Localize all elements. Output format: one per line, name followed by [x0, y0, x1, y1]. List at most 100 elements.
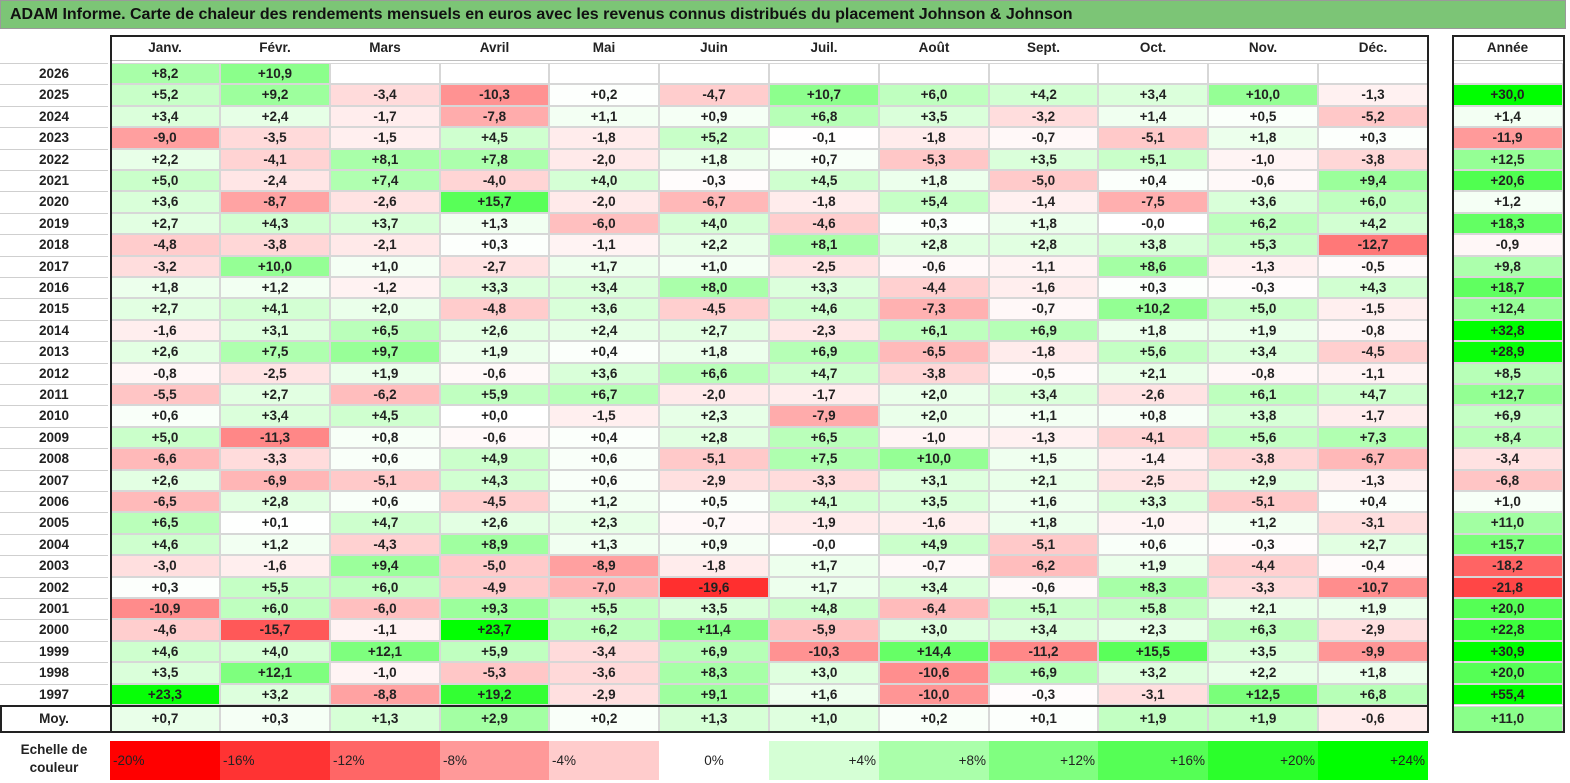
color-scale-step: -8% — [440, 741, 549, 780]
heatmap-cell: -3,2 — [110, 255, 220, 277]
heatmap-cell: -4,6 — [769, 212, 879, 235]
heatmap-cell: -2,5 — [769, 255, 879, 277]
heatmap-cell: +0,2 — [549, 84, 659, 106]
heatmap-cell: +8,0 — [659, 277, 769, 299]
heatmap-cell: -5,1 — [330, 469, 440, 491]
heatmap-cell: +23,7 — [440, 619, 549, 641]
month-header: Janv. — [110, 37, 220, 61]
average-cell: +0,1 — [989, 706, 1098, 732]
annual-cell: +28,9 — [1452, 341, 1563, 363]
heatmap-cell: +2,8 — [879, 234, 989, 256]
heatmap-cell: -3,1 — [1098, 683, 1208, 705]
heatmap-cell: +4,0 — [659, 212, 769, 235]
heatmap-cell: -0,6 — [1208, 170, 1318, 192]
heatmap-cell: +4,7 — [330, 512, 440, 534]
heatmap-cell: -0,3 — [1208, 533, 1318, 556]
heatmap-cell: +6,5 — [110, 512, 220, 534]
heatmap-cell: +1,2 — [549, 491, 659, 513]
heatmap-cell: +0,6 — [549, 448, 659, 470]
heatmap-cell: -7,9 — [769, 405, 879, 427]
heatmap-cell: -1,4 — [989, 191, 1098, 213]
heatmap-cell: +4,6 — [110, 533, 220, 556]
heatmap-cell: -0,7 — [879, 555, 989, 577]
average-cell: +0,2 — [549, 706, 659, 732]
color-scale-step: -12% — [330, 741, 440, 780]
heatmap-cell: +1,9 — [1098, 555, 1208, 577]
heatmap-cell: +9,3 — [440, 598, 549, 620]
heatmap-cell: -3,3 — [220, 448, 330, 470]
heatmap-cell: +2,6 — [110, 469, 220, 491]
heatmap-cell: -6,6 — [110, 448, 220, 470]
heatmap-cell: +2,8 — [659, 426, 769, 449]
heatmap-cell: -6,0 — [330, 598, 440, 620]
heatmap-cell: +1,8 — [1208, 127, 1318, 149]
heatmap-cell — [769, 63, 879, 85]
heatmap-cell: -1,6 — [110, 319, 220, 342]
heatmap-cell: -10,9 — [110, 598, 220, 620]
heatmap-cell: +1,4 — [1098, 105, 1208, 128]
heatmap-cell: +2,8 — [220, 491, 330, 513]
heatmap-cell: +8,9 — [440, 533, 549, 556]
heatmap-cell: -5,9 — [769, 619, 879, 641]
heatmap-cell: +6,9 — [989, 662, 1098, 684]
heatmap-cell: +3,3 — [440, 277, 549, 299]
heatmap-cell: -10,6 — [879, 662, 989, 684]
heatmap-cell: +1,6 — [769, 683, 879, 705]
year-label: 2005 — [0, 512, 108, 533]
heatmap-cell: +7,8 — [440, 148, 549, 170]
heatmap-cell: -3,3 — [1208, 576, 1318, 598]
heatmap-cell: -6,0 — [549, 212, 659, 235]
heatmap-cell: +5,6 — [1098, 341, 1208, 363]
year-label: 2003 — [0, 555, 108, 576]
heatmap-cell: -4,5 — [1318, 341, 1428, 363]
color-scale-label: Echelle de couleur — [20, 742, 88, 775]
heatmap-cell: +3,5 — [110, 662, 220, 684]
heatmap-cell: -1,0 — [879, 426, 989, 449]
heatmap-cell: +2,1 — [989, 469, 1098, 491]
year-label: 1997 — [0, 683, 108, 705]
heatmap-cell: +6,1 — [879, 319, 989, 342]
year-label: 2000 — [0, 619, 108, 640]
heatmap-cell: +1,2 — [220, 277, 330, 299]
year-label: 2014 — [0, 319, 108, 341]
heatmap-cell: +3,2 — [220, 683, 330, 705]
heatmap-cell: +6,8 — [769, 105, 879, 128]
heatmap-cell: -1,6 — [220, 555, 330, 577]
heatmap-cell: -1,8 — [549, 127, 659, 149]
heatmap-cell: +3,4 — [110, 105, 220, 128]
heatmap-cell: +3,6 — [1208, 191, 1318, 213]
heatmap-cell: +6,9 — [769, 341, 879, 363]
month-header: Déc. — [1318, 37, 1428, 61]
heatmap-cell: -5,1 — [989, 533, 1098, 556]
average-cell: +1,9 — [1098, 706, 1208, 732]
heatmap-cell: +3,5 — [1208, 640, 1318, 663]
heatmap-cell: -4,3 — [330, 533, 440, 556]
heatmap-cell: +2,6 — [440, 319, 549, 342]
heatmap-cell: -10,7 — [1318, 576, 1428, 598]
heatmap-cell: +5,1 — [1098, 148, 1208, 170]
heatmap-cell: +3,6 — [549, 362, 659, 384]
average-cell: -0,6 — [1318, 706, 1428, 732]
heatmap-cell: +2,0 — [879, 405, 989, 427]
heatmap-cell: +0,6 — [1098, 533, 1208, 556]
heatmap-cell: +4,5 — [440, 127, 549, 149]
heatmap-cell: +3,1 — [879, 469, 989, 491]
heatmap-cell: +6,1 — [1208, 384, 1318, 406]
heatmap-cell: +2,7 — [110, 298, 220, 320]
heatmap-cell: +12,1 — [330, 640, 440, 663]
heatmap-cell: -10,3 — [440, 84, 549, 106]
month-header: Oct. — [1098, 37, 1208, 61]
average-cell: +0,3 — [220, 706, 330, 732]
heatmap-cell: -1,3 — [989, 426, 1098, 449]
heatmap-cell: -15,7 — [220, 619, 330, 641]
heatmap-cell: +5,2 — [659, 127, 769, 149]
heatmap-cell — [659, 63, 769, 85]
heatmap-cell: +5,0 — [110, 170, 220, 192]
heatmap-cell: +3,8 — [1208, 405, 1318, 427]
heatmap-cell: +0,4 — [1098, 170, 1208, 192]
annual-cell: +8,5 — [1452, 362, 1563, 384]
heatmap-cell: +0,6 — [330, 491, 440, 513]
heatmap-cell: +5,9 — [440, 640, 549, 663]
heatmap-cell: +2,6 — [110, 341, 220, 363]
heatmap-cell — [440, 63, 549, 85]
